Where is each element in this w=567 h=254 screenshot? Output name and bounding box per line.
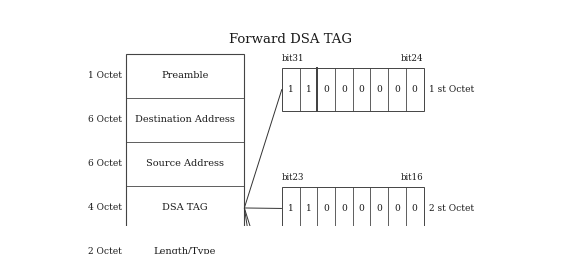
Text: bit24: bit24 [401, 54, 424, 63]
Text: Forward DSA TAG: Forward DSA TAG [229, 33, 352, 46]
Text: 0: 0 [323, 85, 329, 94]
Text: 0: 0 [341, 85, 347, 94]
Text: bit23: bit23 [282, 173, 304, 182]
Text: 1 Octet: 1 Octet [88, 71, 122, 81]
Text: 4 Octet: 4 Octet [88, 203, 122, 212]
Text: Source Address: Source Address [146, 160, 224, 168]
Text: 0: 0 [359, 204, 365, 213]
Text: 1 st Octet: 1 st Octet [429, 85, 475, 94]
Text: 1: 1 [306, 204, 311, 213]
Text: Destination Address: Destination Address [135, 116, 235, 124]
Text: 0: 0 [359, 85, 365, 94]
Bar [282, 68, 424, 111]
Text: 0: 0 [323, 204, 329, 213]
Bar [282, 187, 424, 230]
Text: 6 Octet: 6 Octet [88, 116, 122, 124]
Text: Length/Type: Length/Type [154, 247, 216, 254]
Text: Preamble: Preamble [162, 71, 209, 81]
Bar [126, 54, 244, 254]
Text: 6 Octet: 6 Octet [88, 160, 122, 168]
Text: DSA TAG: DSA TAG [162, 203, 208, 212]
Text: 0: 0 [412, 204, 417, 213]
Text: 1: 1 [306, 85, 311, 94]
Text: 2 st Octet: 2 st Octet [429, 204, 475, 213]
Text: 0: 0 [341, 204, 347, 213]
Text: 2 Octet: 2 Octet [88, 247, 122, 254]
Text: 1: 1 [288, 85, 294, 94]
Text: 1: 1 [288, 204, 294, 213]
Text: 0: 0 [412, 85, 417, 94]
Text: 0: 0 [394, 204, 400, 213]
Text: bit31: bit31 [282, 54, 304, 63]
Text: 0: 0 [394, 85, 400, 94]
Text: 0: 0 [376, 204, 382, 213]
Text: bit16: bit16 [401, 173, 424, 182]
Text: 0: 0 [376, 85, 382, 94]
